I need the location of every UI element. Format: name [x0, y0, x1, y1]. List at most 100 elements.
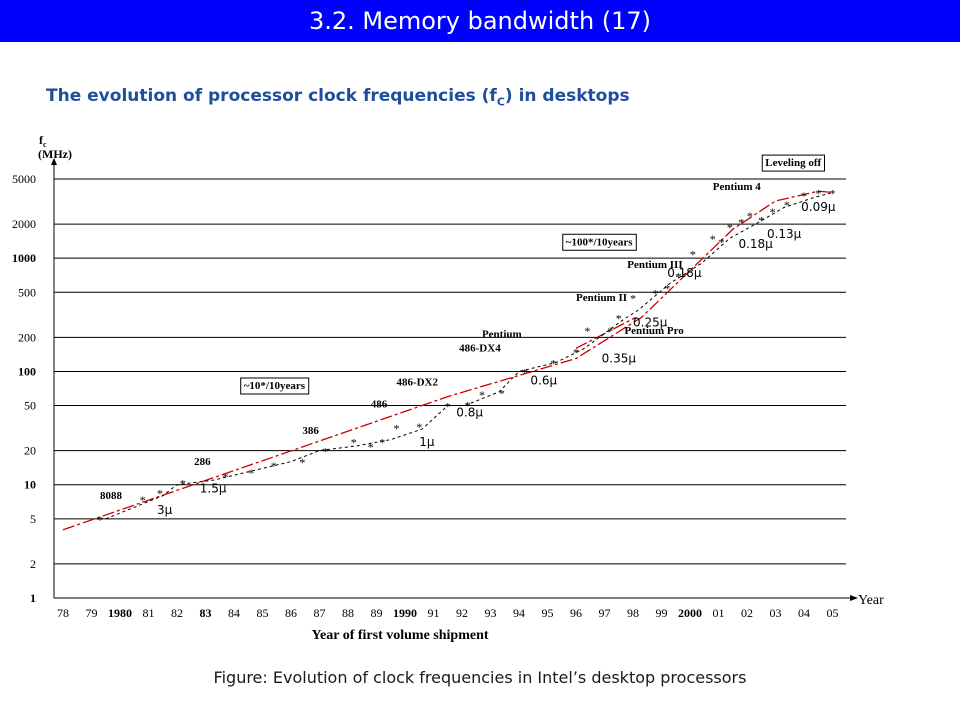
x-tick-label: 04 [798, 606, 810, 620]
processor-label: Pentium 4 [713, 181, 761, 193]
feature-size-label: 0.25µ [633, 315, 668, 329]
clock-frequency-chart: fc (MHz) Year Year of first volume shipm… [12, 133, 884, 643]
feature-size-label: 0.13µ [767, 227, 802, 241]
grid-lines [54, 178, 846, 565]
processor-label: 386 [302, 425, 319, 437]
data-point-marker: * [368, 440, 374, 454]
y-tick-label: 500 [18, 285, 36, 299]
x-tick-label: 81 [143, 606, 155, 620]
data-point-marker: * [584, 324, 590, 338]
x-tick-label: 99 [656, 606, 668, 620]
processor-label: 486-DX2 [396, 377, 438, 389]
x-tick-label: 88 [342, 606, 354, 620]
chart-labels: 8088 286 386 486 486-DX2 486-DX4 Pentium Pentiu… [100, 154, 836, 517]
data-line [105, 192, 833, 520]
x-tick-label: 86 [285, 606, 297, 620]
processor-label: 286 [194, 456, 211, 468]
data-point-marker: * [616, 311, 622, 325]
data-point-marker: * [550, 356, 556, 370]
data-markers: ** ** * ** *** * ** ** ** ***** *** * **** ** * * **** * * [97, 187, 835, 527]
y-tick-label: 200 [18, 330, 36, 344]
processor-label: 8088 [100, 490, 123, 502]
data-point-marker: * [322, 445, 328, 459]
data-point-marker: * [630, 291, 636, 305]
data-point-marker: * [770, 205, 776, 219]
x-tick-label: 2000 [678, 606, 702, 620]
x-tick-label: 02 [741, 606, 753, 620]
data-point-marker: * [248, 466, 254, 480]
data-point-marker: * [222, 470, 228, 484]
axes: fc (MHz) Year Year of first volume shipm… [38, 133, 884, 643]
chart-subtitle: The evolution of processor clock frequen… [46, 86, 630, 108]
data-point-marker: * [676, 270, 682, 284]
slide-title: 3.2. Memory bandwidth (17) [0, 0, 960, 42]
y-tick-label: 5 [30, 512, 36, 526]
y-tick-label: 1 [30, 591, 36, 605]
feature-size-label: 1µ [419, 435, 435, 449]
x-tick-label: 98 [627, 606, 639, 620]
trend-line [575, 316, 637, 349]
data-point-marker: * [499, 387, 505, 401]
x-tick-label: 94 [513, 606, 525, 620]
x-tick-label: 87 [314, 606, 326, 620]
feature-size-label: 1.5µ [200, 482, 227, 496]
y-tick-label: 10 [24, 478, 36, 492]
y-tick-label: 50 [24, 399, 36, 413]
feature-size-label: 0.18µ [738, 237, 773, 251]
processor-label: 486 [371, 399, 388, 411]
data-point-marker: * [738, 216, 744, 230]
data-point-marker: * [801, 189, 807, 203]
x-tick-label: 1980 [108, 606, 132, 620]
feature-size-label: 0.18µ [667, 266, 702, 280]
x-tick-label: 93 [485, 606, 497, 620]
y-tick-labels: 1 2 5 10 20 50 100 200 500 1000 2000 5000 [12, 172, 36, 605]
subtitle-subscript: C [496, 95, 505, 109]
data-point-marker: * [445, 400, 451, 414]
data-point-marker: * [140, 493, 146, 507]
processor-label: Pentium III [627, 259, 682, 271]
data-point-marker: * [710, 232, 716, 246]
series-lines [62, 190, 833, 531]
data-point-marker: * [299, 456, 305, 470]
data-point-marker: * [727, 221, 733, 235]
data-point-marker: * [465, 399, 471, 413]
x-axis-title: Year of first volume shipment [311, 628, 488, 643]
y-tick-label: 20 [24, 444, 36, 458]
feature-size-label: 0.6µ [530, 373, 557, 387]
annotation-label: ~10*/10years [244, 380, 306, 392]
subtitle-text: The evolution of processor clock frequen… [46, 86, 497, 106]
trend-line [62, 190, 833, 531]
data-point-marker: * [416, 420, 422, 434]
data-point-marker: * [690, 247, 696, 261]
y-axis-arrow [51, 158, 57, 165]
feature-size-label: 0.8µ [456, 406, 483, 420]
processor-label: Pentium [482, 328, 522, 340]
data-point-marker: * [718, 236, 724, 250]
x-tick-label: 84 [228, 606, 240, 620]
annotation-box [562, 233, 637, 251]
x-tick-label: 91 [428, 606, 440, 620]
x-tick-label: 97 [599, 606, 611, 620]
data-point-marker: * [607, 324, 613, 338]
processor-label: 486-DX4 [459, 343, 501, 355]
x-tick-label: 85 [257, 606, 269, 620]
data-point-marker: * [653, 286, 659, 300]
processor-label: Pentium II [576, 292, 627, 304]
annotation-box [761, 154, 825, 172]
data-point-marker: * [830, 187, 836, 201]
data-point-marker: * [379, 436, 385, 450]
y-tick-label: 1000 [12, 251, 36, 265]
x-tick-label: 79 [86, 606, 98, 620]
data-point-marker: * [157, 487, 163, 501]
x-tick-label: 78 [57, 606, 69, 620]
x-tick-label: 89 [371, 606, 383, 620]
x-axis-end-label: Year [858, 593, 884, 608]
x-tick-label: 95 [542, 606, 554, 620]
y-tick-label: 100 [18, 364, 36, 378]
y-tick-label: 2000 [12, 217, 36, 231]
data-point-marker: * [351, 436, 357, 450]
subtitle-tail: ) in desktops [504, 86, 630, 106]
processor-label: Pentium Pro [624, 325, 684, 337]
x-tick-label: 03 [770, 606, 782, 620]
feature-size-label: 0.35µ [602, 351, 637, 365]
